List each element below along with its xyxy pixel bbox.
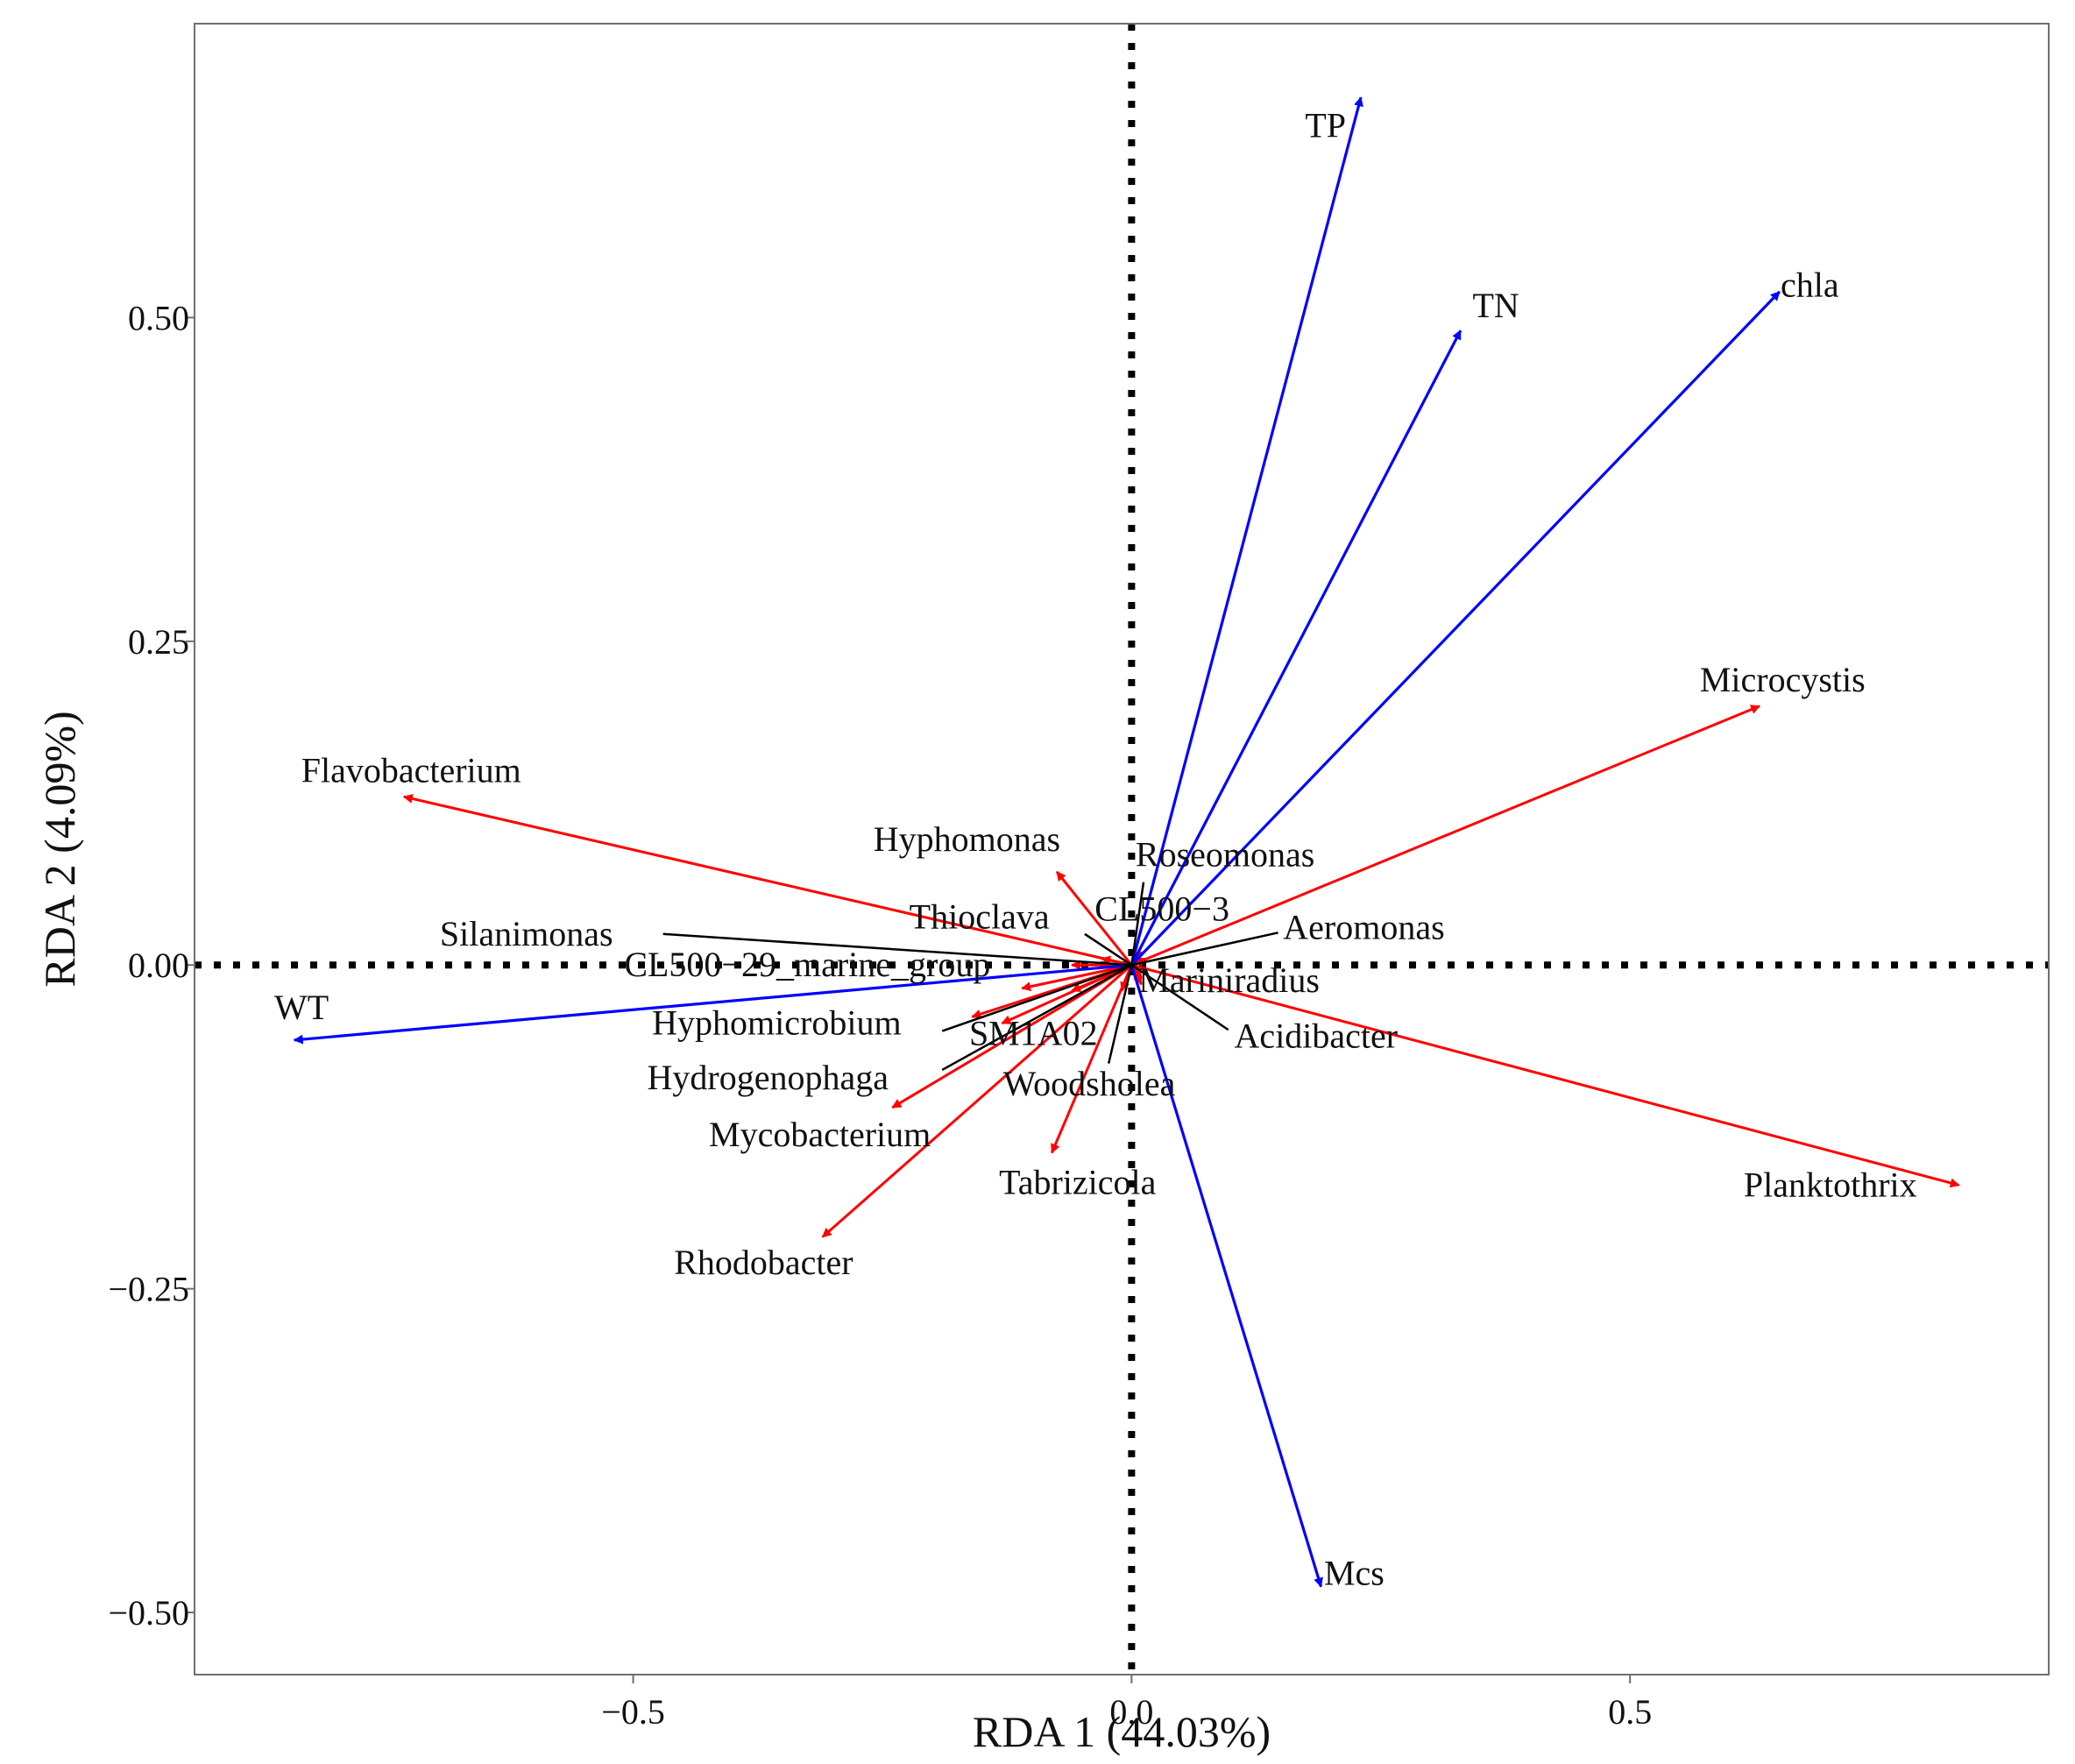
label-mariniradius: Mariniradius [1138, 960, 1320, 1000]
y-axis-ticks: 0.50 0.25 0.00 −0.25 −0.50 [108, 298, 195, 1633]
plot-frame [194, 23, 2050, 1675]
arrow-tabrizicola [1050, 964, 1133, 1154]
label-woodsholea: Woodsholea [1003, 1064, 1176, 1103]
leader-roseomonas [1130, 882, 1145, 966]
label-acidibacter: Acidibacter [1235, 1017, 1399, 1056]
leader-woodsholea [1107, 964, 1133, 1064]
label-roseomonas: Roseomonas [1136, 835, 1314, 875]
y-tick-label: −0.50 [108, 1593, 189, 1633]
label-tabrizicola: Tabrizicola [999, 1162, 1157, 1201]
label-cl500-3: CL500−3 [1094, 889, 1229, 929]
arrow-mcs [1130, 964, 1323, 1588]
label-mycobacterium: Mycobacterium [709, 1115, 931, 1154]
arrow-tn [1130, 329, 1462, 966]
arrow-hyphomonas [1055, 870, 1133, 967]
label-silanimonas: Silanimonas [440, 914, 613, 953]
label-tn: TN [1472, 286, 1519, 325]
label-sm1a02: SM1A02 [969, 1014, 1098, 1053]
label-wt: WT [274, 988, 329, 1027]
arrow-tp [1130, 96, 1363, 966]
leader-aeromonas [1131, 932, 1278, 967]
y-tick-label: −0.25 [108, 1270, 189, 1309]
label-cl500-29-marine-group: CL500−29_marine_group [624, 945, 990, 984]
label-hyphomicrobium: Hyphomicrobium [652, 1003, 901, 1043]
genus-arrows [402, 705, 1960, 1238]
arrow-chla [1130, 290, 1781, 967]
label-planktothrix: Planktothrix [1744, 1165, 1917, 1204]
y-axis-title: RDA 2 (4.09%) [35, 711, 84, 987]
label-leader-lines [662, 882, 1278, 1072]
label-hydrogenophaga: Hydrogenophaga [647, 1058, 889, 1097]
label-thioclava: Thioclava [910, 897, 1050, 937]
label-rhodobacter: Rhodobacter [674, 1243, 853, 1282]
x-axis-ticks: −0.5 0.0 0.5 [601, 1675, 1652, 1732]
leader-thioclava [1084, 932, 1133, 967]
leader-silanimonas [662, 932, 1132, 967]
label-chla: chla [1781, 265, 1839, 304]
label-tp: TP [1305, 106, 1346, 145]
label-mcs: Mcs [1324, 1554, 1385, 1593]
x-tick-label: 0.0 [1109, 1692, 1153, 1732]
label-hyphomonas: Hyphomonas [874, 819, 1060, 859]
leader-acidibacter [1130, 964, 1229, 1031]
arrow-microcystis [1130, 705, 1761, 967]
y-tick-label: 0.50 [128, 298, 189, 337]
x-axis-title: RDA 1 (44.03%) [973, 1707, 1271, 1756]
y-tick-label: 0.25 [128, 622, 189, 662]
panel-background [195, 24, 2049, 1675]
x-tick-label: −0.5 [601, 1692, 665, 1732]
label-aeromonas: Aeromonas [1283, 907, 1444, 946]
arrow-labels: TP TN chla WT Mcs Microcystis Planktothrix Flav… [274, 106, 1917, 1593]
arrow-rhodobacter [821, 964, 1133, 1238]
leader-hydrogenophaga [941, 964, 1132, 1072]
arrow-wt [293, 963, 1132, 1045]
label-microcystis: Microcystis [1700, 660, 1866, 699]
arrow-flavobacterium [402, 794, 1132, 967]
arrow-cl500-29-marine-group [1021, 963, 1132, 992]
y-tick-label: 0.00 [128, 946, 189, 985]
leader-hyphomicrobium [941, 964, 1132, 1032]
environment-arrows [293, 96, 1781, 1588]
arrow-planktothrix [1130, 963, 1960, 1188]
arrow-mycobacterium [891, 963, 1133, 1109]
x-tick-label: 0.5 [1608, 1692, 1652, 1732]
label-flavobacterium: Flavobacterium [301, 751, 521, 790]
